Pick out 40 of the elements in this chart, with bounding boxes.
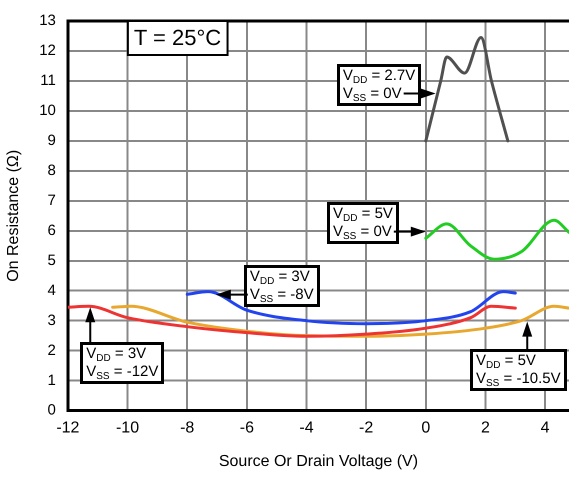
y-tick-label: 13 <box>39 12 56 30</box>
y-tick-label: 2 <box>48 342 56 359</box>
y-tick-label: 9 <box>48 132 56 150</box>
y-tick-label: 0 <box>48 402 56 419</box>
y-tick-label: 8 <box>48 162 56 179</box>
annotation: V$_{DD}$ = 3V <box>86 345 146 364</box>
x-tick-label: -4 <box>299 420 314 437</box>
y-tick-label: 10 <box>39 102 56 120</box>
y-tick-label: 6 <box>48 222 56 239</box>
line-series <box>186 290 517 326</box>
y-tick-label: 12 <box>39 42 56 60</box>
y-tick-label: 5 <box>48 252 56 269</box>
x-tick-label: -12 <box>56 420 80 437</box>
y-tick-label: 3 <box>48 312 56 329</box>
annotation: V$_{SS}$ = -12V <box>86 363 158 382</box>
annotation: V$_{DD}$ = 5V <box>476 352 536 371</box>
annotation: V$_{SS}$ = 0V <box>342 85 402 104</box>
line-series <box>424 36 510 142</box>
line-series <box>68 304 517 338</box>
x-tick-label: 4 <box>540 420 550 437</box>
y-tick-label: 1 <box>48 372 56 389</box>
x-tick-label: -8 <box>180 420 194 437</box>
x-axis-title: Source Or Drain Voltage (V) <box>218 452 418 470</box>
annotation: V$_{DD}$ = 5V <box>333 205 393 224</box>
annotation: V$_{SS}$ = -8V <box>250 286 314 306</box>
line-series <box>424 218 569 261</box>
x-tick-label: -2 <box>359 420 374 437</box>
x-tick-label: 2 <box>481 420 490 437</box>
y-tick-label: 4 <box>48 282 56 299</box>
x-tick-label: 0 <box>421 420 430 437</box>
y-tick-label: 7 <box>48 192 56 209</box>
annotation: V$_{DD}$ = 2.7V <box>342 67 416 86</box>
x-tick-label: -10 <box>116 420 140 437</box>
x-tick-label: -6 <box>240 420 254 437</box>
annotation: V$_{SS}$ = 0V <box>333 223 392 242</box>
annotation: V$_{DD}$ = 3V <box>250 268 310 288</box>
y-tick-label: 11 <box>40 72 56 90</box>
annotation: V$_{SS}$ = -10.5V <box>476 370 561 389</box>
y-axis-title: On Resistance (Ω) <box>5 150 22 282</box>
chart-title: T = 25°C <box>134 25 222 50</box>
